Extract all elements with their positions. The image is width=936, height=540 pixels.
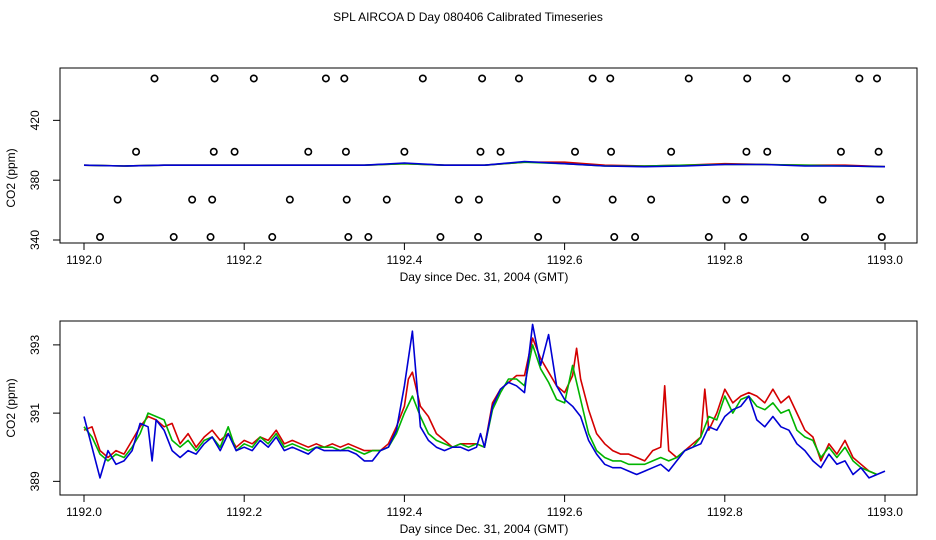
top-data-point	[400, 147, 409, 156]
top-data-point	[268, 233, 277, 242]
top-data-point	[169, 233, 178, 242]
top-data-point	[210, 74, 219, 83]
bottom-y-axis: 389 391 393	[28, 335, 60, 491]
top-x-axis-label: Day since Dec. 31, 2004 (GMT)	[400, 270, 569, 284]
top-data-point	[647, 195, 656, 204]
bottom-x-tick-label: 1192.6	[547, 505, 583, 519]
bottom-x-tick-label: 1192.2	[226, 505, 262, 519]
top-data-point	[876, 195, 885, 204]
top-data-point	[872, 74, 881, 83]
top-y-axis-label: CO2 (ppm)	[4, 148, 18, 207]
top-data-point	[208, 195, 217, 204]
bottom-y-tick-label: 393	[28, 335, 42, 355]
top-chart-marks	[83, 74, 886, 242]
top-data-point	[436, 233, 445, 242]
top-x-tick-label: 1193.0	[867, 253, 903, 267]
top-x-tick-label: 1192.6	[547, 253, 583, 267]
top-data-point	[514, 74, 523, 83]
top-data-point	[230, 147, 239, 156]
top-data-point	[249, 74, 258, 83]
top-data-point	[607, 147, 616, 156]
top-data-point	[722, 195, 731, 204]
top-data-point	[474, 195, 483, 204]
top-data-point	[342, 195, 351, 204]
bottom-plot-frame	[59, 320, 918, 496]
top-data-point	[608, 195, 617, 204]
bottom-x-tick-label: 1192.0	[66, 505, 102, 519]
top-data-point	[743, 74, 752, 83]
top-data-point	[855, 74, 864, 83]
top-y-tick-label: 420	[28, 110, 42, 130]
bottom-y-tick-label: 389	[28, 471, 42, 491]
top-y-tick-label: 380	[28, 170, 42, 190]
top-data-point	[534, 233, 543, 242]
top-data-point	[96, 233, 105, 242]
top-data-point	[818, 195, 827, 204]
top-data-point	[836, 147, 845, 156]
top-data-point	[454, 195, 463, 204]
top-data-point	[496, 147, 505, 156]
top-data-point	[382, 195, 391, 204]
top-data-point	[285, 195, 294, 204]
top-data-point	[209, 147, 218, 156]
top-y-axis: 340 380 420	[28, 110, 60, 250]
top-x-tick-label: 1192.8	[707, 253, 743, 267]
top-data-point	[344, 233, 353, 242]
top-data-point	[341, 147, 350, 156]
top-data-point	[610, 233, 619, 242]
top-data-point	[552, 195, 561, 204]
top-data-point	[304, 147, 313, 156]
top-data-point	[132, 147, 141, 156]
top-data-point	[874, 147, 883, 156]
top-data-point	[606, 74, 615, 83]
top-series-line-3	[83, 160, 886, 168]
top-y-tick-label: 340	[28, 230, 42, 250]
top-data-point	[739, 233, 748, 242]
top-data-point	[684, 74, 693, 83]
top-data-point	[667, 147, 676, 156]
top-x-tick-label: 1192.4	[386, 253, 422, 267]
top-data-point	[418, 74, 427, 83]
top-data-point	[474, 233, 483, 242]
top-data-point	[188, 195, 197, 204]
bottom-x-axis: 1192.0 1192.2 1192.4 1192.6 1192.8 1193.0	[66, 495, 903, 519]
bottom-x-axis-label: Day since Dec. 31, 2004 (GMT)	[400, 522, 569, 536]
bottom-chart-panel: 1192.0 1192.2 1192.4 1192.6 1192.8 1193.0 389…	[4, 320, 918, 536]
top-data-point	[704, 233, 713, 242]
page-title: SPL AIRCOA D Day 080406 Calibrated Times…	[333, 10, 603, 24]
top-x-axis: 1192.0 1192.2 1192.4 1192.6 1192.8 1193.0	[66, 243, 903, 267]
top-data-point	[150, 74, 159, 83]
top-data-point	[740, 195, 749, 204]
top-data-point	[763, 147, 772, 156]
top-data-point	[800, 233, 809, 242]
top-plot-frame	[59, 67, 918, 244]
top-chart-panel: 1192.0 1192.2 1192.4 1192.6 1192.8 1193.0 340…	[4, 67, 918, 284]
bottom-x-tick-label: 1192.8	[707, 505, 743, 519]
top-data-point	[478, 74, 487, 83]
top-data-point	[364, 233, 373, 242]
bottom-chart-marks	[83, 323, 886, 479]
bottom-series-line-2	[83, 323, 886, 479]
bottom-x-tick-label: 1192.4	[386, 505, 422, 519]
top-data-point	[340, 74, 349, 83]
top-data-point	[206, 233, 215, 242]
top-data-point	[877, 233, 886, 242]
top-data-point	[321, 74, 330, 83]
bottom-series-line-1	[83, 344, 878, 476]
top-data-point	[571, 147, 580, 156]
top-data-point	[588, 74, 597, 83]
top-data-point	[742, 147, 751, 156]
bottom-y-axis-label: CO2 (ppm)	[4, 378, 18, 437]
top-x-tick-label: 1192.0	[66, 253, 102, 267]
top-x-tick-label: 1192.2	[226, 253, 262, 267]
bottom-y-tick-label: 391	[28, 403, 42, 423]
top-data-point	[782, 74, 791, 83]
top-data-point	[476, 147, 485, 156]
top-data-point	[631, 233, 640, 242]
top-data-point	[113, 195, 122, 204]
bottom-x-tick-label: 1193.0	[867, 505, 903, 519]
